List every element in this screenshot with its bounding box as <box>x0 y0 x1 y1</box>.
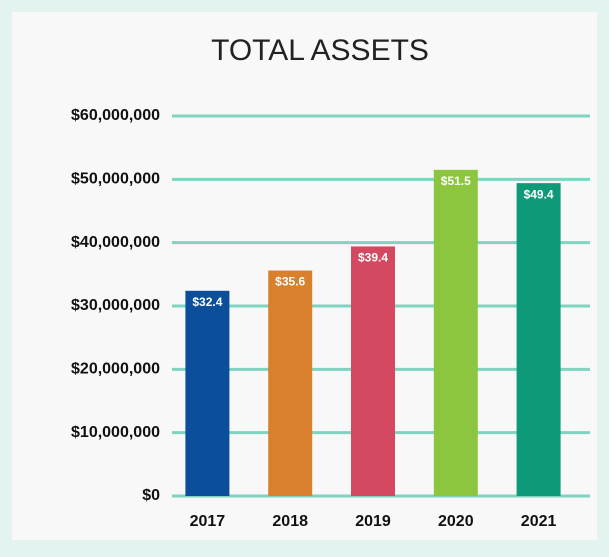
value-label: $51.5 <box>441 174 471 188</box>
x-tick-label: 2018 <box>272 513 308 530</box>
chart-title: TOTAL ASSETS <box>211 34 429 67</box>
bar <box>268 270 313 496</box>
value-label: $32.4 <box>192 295 222 309</box>
x-tick-label: 2019 <box>355 513 391 530</box>
x-tick-label: 2021 <box>521 513 557 530</box>
y-tick-label: $60,000,000 <box>71 107 160 124</box>
value-label: $39.4 <box>358 251 388 265</box>
bar <box>185 290 230 496</box>
bar <box>351 246 395 496</box>
y-tick-label: $0 <box>142 487 160 504</box>
y-tick-label: $20,000,000 <box>71 361 160 378</box>
y-tick-label: $10,000,000 <box>71 424 160 441</box>
y-tick-label: $30,000,000 <box>71 297 160 314</box>
bar <box>516 183 561 496</box>
y-tick-label: $40,000,000 <box>71 234 160 251</box>
value-label: $35.6 <box>275 275 305 289</box>
bar <box>433 169 478 497</box>
x-tick-label: 2020 <box>438 513 474 530</box>
x-tick-label: 2017 <box>190 513 226 530</box>
value-label: $49.4 <box>524 187 554 201</box>
y-tick-label: $50,000,000 <box>71 171 160 188</box>
